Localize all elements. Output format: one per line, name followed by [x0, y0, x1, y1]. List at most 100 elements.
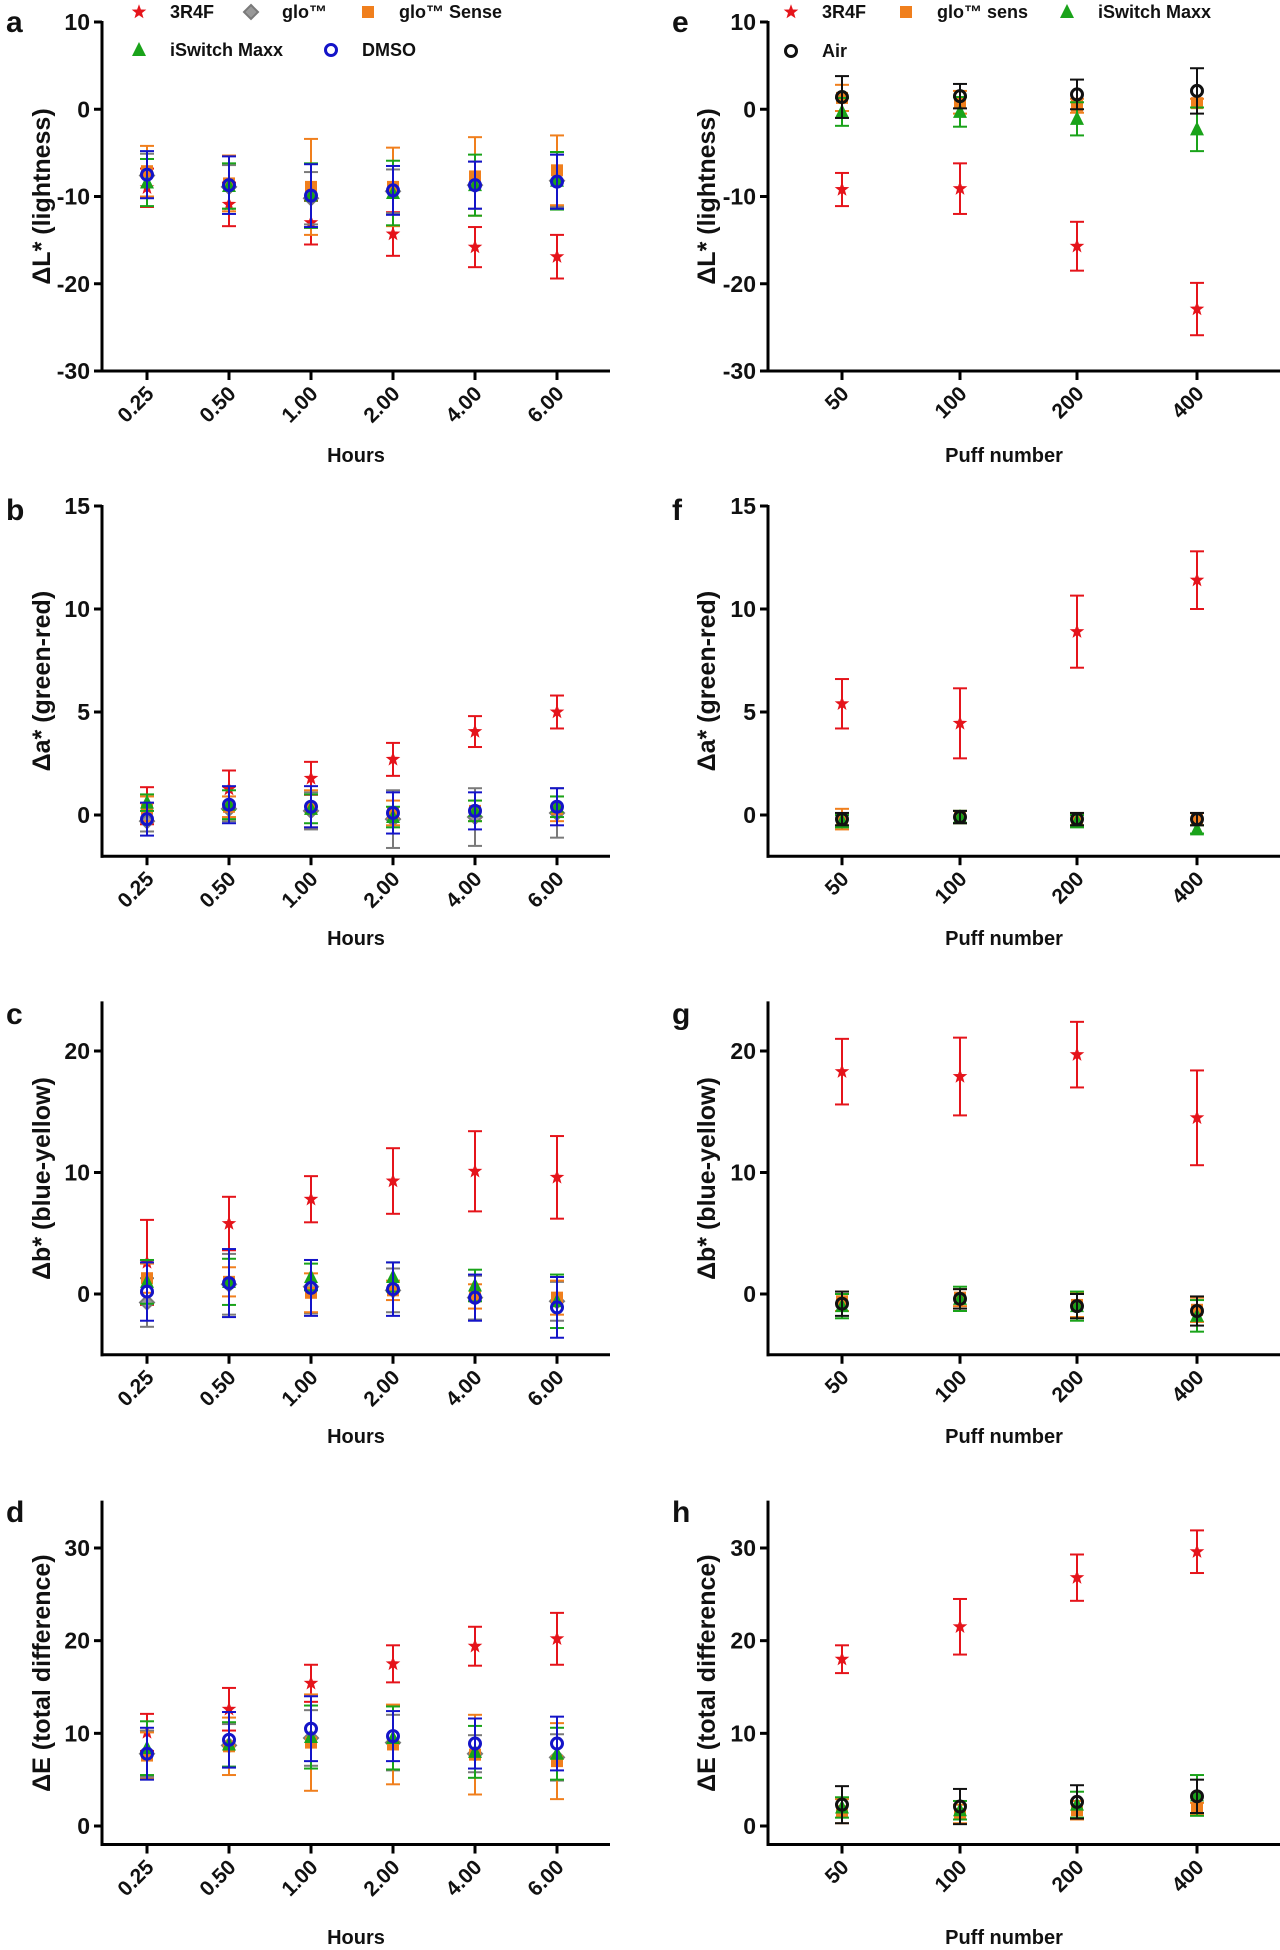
data-point — [386, 1282, 400, 1297]
data-point — [1070, 1299, 1084, 1314]
x-tick-label: 200 — [1047, 1366, 1088, 1407]
legend-label: Air — [822, 41, 847, 61]
series-air — [835, 1288, 1204, 1327]
data-point — [953, 810, 967, 825]
data-point — [1190, 812, 1204, 827]
y-tick-label: 10 — [64, 596, 90, 622]
series-glo-sens — [835, 1288, 1204, 1323]
x-axis-label: Hours — [327, 928, 385, 950]
y-axis-label: Δb* (blue-yellow) — [693, 1077, 721, 1280]
data-point — [303, 770, 319, 785]
series-glo-sense — [140, 1262, 564, 1316]
panel-a: a 10 0 -10 -20 -30 0.25 0.50 1.00 2.00 4.00 6.00 Hou… — [6, 6, 610, 467]
data-point — [1070, 1794, 1084, 1809]
series-iswitch-maxx — [140, 789, 564, 829]
error-bar — [222, 1711, 236, 1769]
y-tick-label: 5 — [743, 699, 756, 725]
error-bar — [468, 1273, 482, 1322]
y-tick-label: 20 — [64, 1628, 90, 1654]
series-glo-sense — [140, 134, 564, 236]
y-axis-label: ΔL* (lightness) — [28, 108, 56, 284]
x-tick-label: 400 — [1167, 382, 1208, 423]
x-tick-label: 400 — [1167, 867, 1208, 908]
series-dmso — [140, 1248, 564, 1339]
series-dmso — [140, 785, 564, 837]
data-point — [222, 178, 236, 193]
data-point — [386, 183, 400, 198]
data-point — [222, 1732, 236, 1747]
data-point — [303, 1675, 319, 1690]
series-dmso — [140, 1695, 564, 1781]
x-tick-label: 50 — [821, 1366, 854, 1399]
x-tick-label: 2.00 — [359, 1366, 404, 1411]
x-tick-label: 400 — [1167, 1366, 1208, 1407]
series-glo- — [138, 152, 566, 226]
x-tick-label: 100 — [930, 1366, 971, 1407]
data-point — [953, 103, 967, 118]
data-point — [1189, 1544, 1205, 1558]
y-axis-label: ΔE (total difference) — [28, 1554, 56, 1791]
y-tick-label: 20 — [64, 1038, 90, 1064]
panel-label: c — [6, 998, 23, 1031]
legend-marker-star-icon — [131, 4, 147, 19]
y-tick-label: 0 — [77, 1813, 90, 1839]
x-tick-label: 0.25 — [113, 1366, 158, 1411]
data-point — [834, 1064, 850, 1078]
data-point — [1069, 1570, 1085, 1584]
data-point — [221, 1215, 237, 1230]
data-point — [952, 1619, 968, 1633]
x-tick-label: 200 — [1047, 1856, 1088, 1897]
data-point — [385, 1656, 401, 1671]
x-tick-label: 2.00 — [359, 1856, 404, 1901]
x-axis-label: Puff number — [945, 1426, 1063, 1448]
x-axis-label: Puff number — [945, 1927, 1063, 1949]
panel-label: b — [6, 494, 24, 527]
panel-b: b 15 10 5 0 0.25 0.50 1.00 2.00 4.00 6.00 Hours Δa* … — [6, 493, 610, 950]
error-bar — [304, 1258, 318, 1317]
data-point — [550, 799, 564, 814]
data-point — [953, 89, 967, 104]
x-tick-label: 0.25 — [113, 382, 158, 427]
data-point — [1190, 1789, 1204, 1804]
y-tick-label: 10 — [730, 1160, 756, 1186]
legend-marker-triangle-icon — [132, 42, 146, 56]
data-point — [467, 1638, 483, 1653]
series-3r4f — [139, 694, 565, 826]
panel-label: e — [672, 6, 689, 39]
data-point — [468, 803, 482, 818]
data-point — [549, 1631, 565, 1645]
data-point — [140, 167, 154, 182]
error-bar — [835, 1785, 849, 1825]
x-tick-label: 1.00 — [277, 382, 322, 427]
series-air — [835, 809, 1204, 827]
y-tick-label: -20 — [723, 271, 756, 297]
data-point — [952, 180, 968, 195]
panel-d: d 30 20 10 0 0.25 0.50 1.00 2.00 4.00 6.00 Hours ΔE … — [6, 1496, 610, 1949]
error-bar — [386, 1261, 400, 1317]
y-tick-label: -30 — [723, 358, 756, 384]
y-tick-label: 20 — [730, 1628, 756, 1654]
error-bar — [222, 155, 236, 215]
data-point — [834, 1651, 850, 1666]
x-axis-label: Puff number — [945, 445, 1063, 467]
x-tick-label: 6.00 — [523, 1366, 568, 1411]
legend-marker-circle-icon — [324, 43, 338, 57]
data-point — [468, 1290, 482, 1305]
legend-right: 3R4F glo™ sens iSwitch Maxx Air — [783, 2, 1211, 61]
data-point — [952, 1068, 968, 1083]
data-point — [304, 1721, 318, 1736]
x-tick-label: 100 — [930, 867, 971, 908]
x-tick-label: 4.00 — [441, 1856, 486, 1901]
legend-label: glo™ Sense — [399, 2, 502, 22]
x-axis-label: Puff number — [945, 928, 1063, 950]
y-axis-label: Δa* (green-red) — [693, 591, 721, 772]
error-bar — [140, 150, 154, 200]
x-tick-label: 0.50 — [195, 1366, 240, 1411]
error-bar — [1070, 1293, 1084, 1320]
series-glo- — [138, 1252, 566, 1328]
y-tick-label: 10 — [64, 1160, 90, 1186]
legend-marker-diamond-icon — [242, 3, 260, 21]
series-iswitch-maxx — [835, 1285, 1204, 1333]
